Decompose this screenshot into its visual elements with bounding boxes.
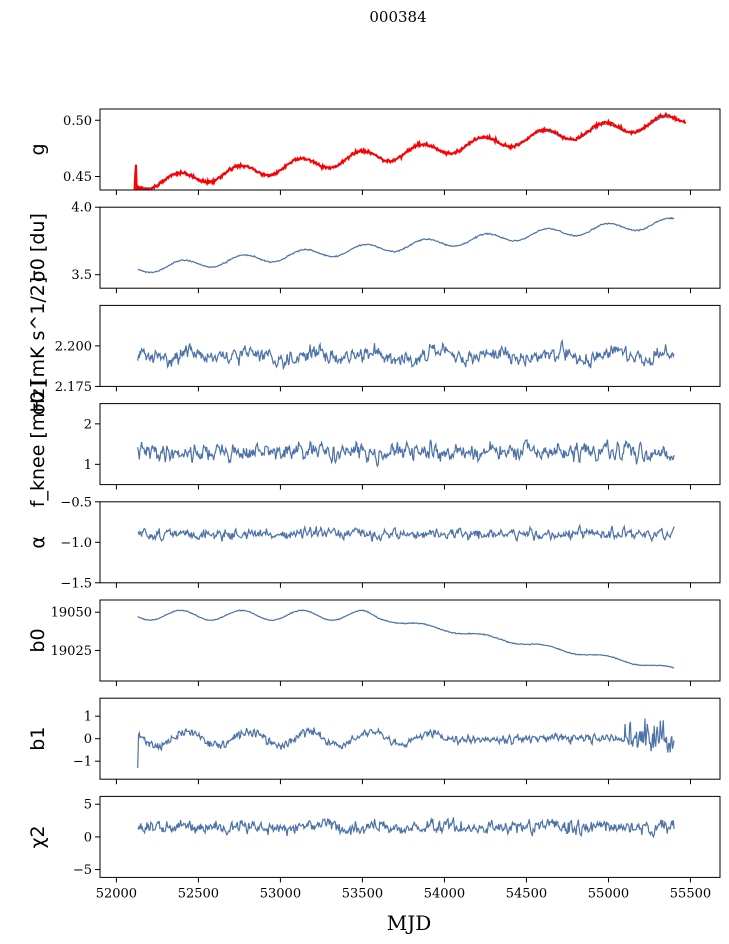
y-tick-label-b0: 19025 [51,644,92,659]
y-tick-label-b1: 1 [84,710,92,725]
y-tick-label-sigma0_du: 3.5 [71,268,92,283]
panel-sigma0_du: 3.5 4.0 σ0 [du] [27,201,721,294]
panels: 0.45 0.50 g 3.5 4.0 σ0 [du] 2.175 2.200 σ0 [mK s… [27,108,721,901]
y-tick-label-alpha: −1.5 [60,576,92,591]
y-tick-label-b0: 19050 [51,606,92,621]
y-tick-label-fknee: 1 [84,458,92,473]
x-tick-label: 52500 [178,886,219,901]
y-tick-label-sigma0_du: 4.0 [71,201,92,216]
panel-fknee: 1 2 f_knee [mHz] [27,381,721,507]
panel-sigma0_mk: 2.175 2.200 σ0 [mK s^1/2] [27,277,721,415]
x-tick-label: 53500 [342,886,383,901]
y-tick-label-chi2: −5 [73,863,92,878]
y-axis-label-b0: b0 [27,628,49,652]
y-axis-label-sigma0_mk: σ0 [mK s^1/2] [27,277,49,415]
x-tick-label: 52000 [96,886,137,901]
y-axis-label-fknee: f_knee [mHz] [27,381,49,507]
axes-frame-sigma0_du [99,206,721,289]
y-axis-label-alpha: α [27,536,49,549]
axes-frame-b0 [99,599,721,682]
panel-alpha: −1.5 −1.0 −0.5 α [27,495,721,591]
y-axis-label-sigma0_du: σ0 [du] [27,213,49,282]
y-tick-label-alpha: −1.0 [60,536,92,551]
x-tick-label: 54500 [506,886,547,901]
x-tick-label: 55000 [588,886,629,901]
series-line-sigma0_mk [137,338,675,371]
axes-frame-sigma0_mk [99,304,721,387]
y-tick-label-b1: 0 [84,732,92,747]
axes-frame-chi2 [99,795,721,878]
y-tick-label-g: 0.45 [63,170,92,185]
series-line-chi2 [137,816,675,839]
series-line-alpha [137,523,675,543]
y-tick-label-b1: −1 [73,755,92,770]
x-tick-label: 53000 [260,886,301,901]
series-line-sigma0_du [137,216,675,274]
axes-frame-alpha [99,501,721,584]
figure-title: 000384 [369,8,426,26]
series-line-b0 [137,609,675,669]
series-line-fknee [137,439,675,468]
x-tick-label: 54000 [424,886,465,901]
axes-frame-g [99,108,721,191]
y-tick-label-fknee: 2 [84,417,92,432]
x-axis-label: MJD [387,911,432,935]
panel-b1: −1 0 1 b1 [27,697,721,785]
y-axis-label-b1: b1 [27,727,49,751]
panel-chi2: −5 0 5 52000 52500 53000 53500 54000 54500 55000 5… [27,795,721,901]
y-tick-label-sigma0_mk: 2.200 [55,339,92,354]
y-tick-label-sigma0_mk: 2.175 [55,380,92,395]
y-axis-label-chi2: χ2 [27,825,49,848]
panel-g: 0.45 0.50 g [27,108,721,195]
y-tick-label-g: 0.50 [63,114,92,129]
y-tick-label-alpha: −0.5 [60,495,92,510]
series-line-g-data [133,111,687,190]
y-tick-label-chi2: 0 [84,830,92,845]
y-axis-label-g: g [27,143,49,155]
series-line-b1 [137,718,675,769]
axes-frame-fknee [99,403,721,486]
y-tick-label-chi2: 5 [84,798,92,813]
x-tick-label: 55500 [670,886,711,901]
